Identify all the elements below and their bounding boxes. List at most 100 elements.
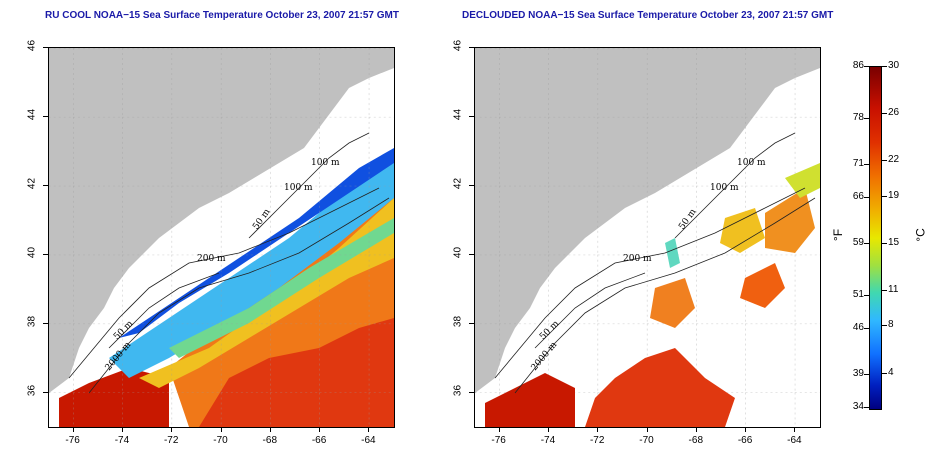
left-map-title: RU COOL NOAA−15 Sea Surface Temperature … xyxy=(45,10,399,21)
colorbar-fahrenheit-tick xyxy=(864,295,869,297)
colorbar-fahrenheit-label: 71 xyxy=(852,158,864,170)
left-lon-tick-label: -68 xyxy=(262,435,277,446)
colorbar-fahrenheit-label: 78 xyxy=(852,112,864,124)
temperature-colorbar xyxy=(869,66,882,410)
left-lat-tick-label: 38 xyxy=(26,315,38,327)
contour-100m xyxy=(248,132,370,239)
right-lon-tick-label: -64 xyxy=(787,435,802,446)
left-lon-tick-label: -74 xyxy=(114,435,130,446)
left-lat-tick-label: 36 xyxy=(26,384,38,396)
right-lat-tick xyxy=(469,391,474,393)
right-lat-tick xyxy=(469,115,474,117)
colorbar-fahrenheit-label: 34 xyxy=(852,400,864,412)
left-lon-tick xyxy=(269,427,271,432)
left-lon-tick xyxy=(72,427,74,432)
colorbar-celsius-tick xyxy=(882,242,887,244)
contour-200m xyxy=(494,187,806,379)
left-lat-tick-label: 46 xyxy=(26,39,38,52)
colorbar-celsius-label: 11 xyxy=(888,284,899,296)
right-lat-tick xyxy=(469,47,474,48)
right-lon-tick-label: -72 xyxy=(589,435,605,446)
colorbar-celsius-label: 19 xyxy=(888,189,900,201)
colorbar-fahrenheit-tick xyxy=(864,66,869,67)
gulfstream-core xyxy=(485,373,575,427)
colorbar-celsius-label: 22 xyxy=(888,154,900,166)
left-lat-tick xyxy=(43,115,48,117)
right-lon-tick xyxy=(745,427,747,432)
right-lat-tick-label: 46 xyxy=(452,39,464,52)
colorbar-fahrenheit-label: 51 xyxy=(852,289,864,301)
colorbar-fahrenheit-label: 66 xyxy=(852,191,864,203)
sst-patch xyxy=(720,208,765,253)
contour-label: 100 m xyxy=(737,158,766,168)
colorbar-celsius-tick xyxy=(882,66,887,67)
right-lat-tick xyxy=(469,184,474,186)
left-lon-tick xyxy=(319,427,321,432)
left-lon-tick xyxy=(171,427,173,432)
colorbar-fahrenheit-label: 39 xyxy=(852,367,864,379)
contour-50m xyxy=(108,272,220,349)
right-lon-tick-label: -68 xyxy=(688,435,703,446)
colorbar-celsius-label: 8 xyxy=(888,319,894,331)
colorbar-fahrenheit-label: 59 xyxy=(852,236,864,248)
sst-patch xyxy=(785,163,820,198)
colorbar-fahrenheit-label: 86 xyxy=(852,60,864,71)
left-lat-tick xyxy=(43,322,48,324)
colorbar-celsius-tick xyxy=(882,160,887,162)
left-lon-tick-label: -66 xyxy=(311,435,327,446)
right-lat-tick-label: 44 xyxy=(452,108,464,120)
colorbar-celsius-tick xyxy=(882,290,887,292)
right-lat-tick-label: 42 xyxy=(452,177,464,189)
colorbar-celsius-tick xyxy=(882,325,887,327)
right-lon-tick-label: -76 xyxy=(491,435,506,446)
sst-patch xyxy=(650,278,695,328)
sst-patch xyxy=(765,188,815,253)
left-lat-tick-label: 44 xyxy=(26,108,38,120)
graticule xyxy=(49,48,394,427)
left-lon-tick xyxy=(121,427,123,432)
contour-200m xyxy=(68,187,380,379)
right-lon-tick xyxy=(794,427,796,432)
left-sst-map[interactable]: 100 m 100 m 50 m 200 m 50 m 2000 m xyxy=(48,47,395,428)
right-lat-tick-label: 40 xyxy=(452,246,464,258)
right-lat-tick-label: 38 xyxy=(452,315,464,327)
colorbar-fahrenheit-tick xyxy=(864,164,869,166)
left-lat-tick xyxy=(43,391,48,393)
contour-label: 200 m xyxy=(623,254,652,264)
right-lat-tick xyxy=(469,322,474,324)
colorbar-fahrenheit-tick xyxy=(864,242,869,244)
right-lon-tick xyxy=(547,427,549,432)
right-lon-tick xyxy=(646,427,648,432)
contour-2000m xyxy=(88,197,390,394)
left-lon-tick-label: -64 xyxy=(361,435,376,446)
right-map-title: DECLOUDED NOAA−15 Sea Surface Temperatur… xyxy=(462,10,834,21)
right-sst-map[interactable]: 100 m 100 m 50 m 200 m 50 m 2000 m xyxy=(474,47,821,428)
colorbar-fahrenheit-tick xyxy=(864,373,869,375)
right-lon-tick-label: -66 xyxy=(737,435,753,446)
contour-label: 100 m xyxy=(311,158,340,168)
colorbar-celsius-label: 26 xyxy=(888,107,900,119)
sst-patch xyxy=(585,348,735,427)
left-map-canvas: 100 m 100 m 50 m 200 m 50 m 2000 m xyxy=(49,48,394,427)
left-lon-tick xyxy=(368,427,370,432)
colorbar-fahrenheit-tick xyxy=(864,118,869,120)
fahrenheit-unit-label: °F xyxy=(831,228,846,242)
contour-label: 200 m xyxy=(197,254,226,264)
left-lat-tick-label: 42 xyxy=(26,177,38,189)
colorbar-fahrenheit-tick xyxy=(864,197,869,199)
right-lon-tick xyxy=(695,427,697,432)
left-lat-tick xyxy=(43,47,48,48)
celsius-unit-label: °C xyxy=(913,228,928,242)
contour-2000m xyxy=(514,197,816,394)
contour-50m xyxy=(534,272,646,349)
colorbar-celsius-tick xyxy=(882,372,887,374)
colorbar-celsius-label: 4 xyxy=(888,366,894,378)
right-lon-tick xyxy=(498,427,500,432)
sst-patch xyxy=(665,238,680,268)
colorbar-fahrenheit-label: 46 xyxy=(852,322,864,334)
left-lon-tick xyxy=(220,427,222,432)
colorbar-fahrenheit-tick xyxy=(864,406,869,408)
left-lon-tick-label: -70 xyxy=(213,435,228,446)
colorbar-celsius-tick xyxy=(882,113,887,115)
contour-label: 100 m xyxy=(710,183,739,193)
